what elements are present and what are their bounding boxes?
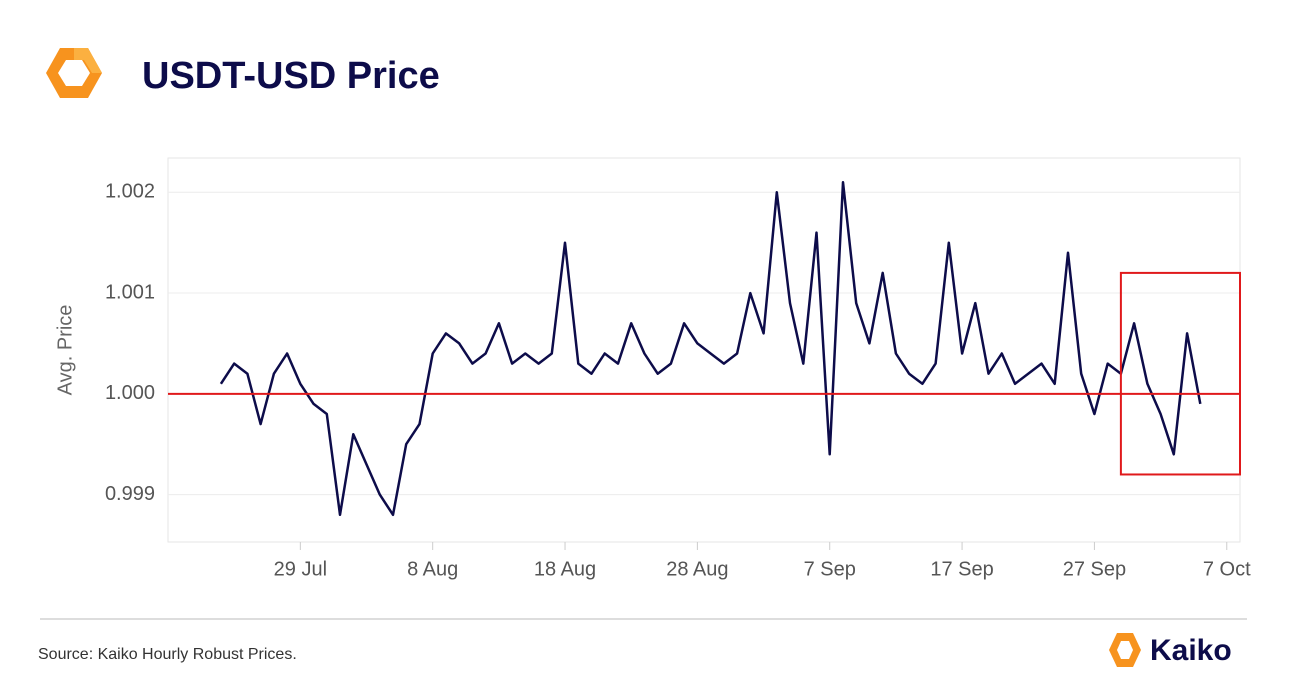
source: Source: Kaiko Hourly Robust Prices. bbox=[38, 646, 297, 663]
y-tick-label: 1.001 bbox=[105, 281, 155, 303]
x-tick-label: 7 Sep bbox=[804, 558, 856, 580]
price-line bbox=[219, 180, 1202, 517]
x-tick-label: 7 Oct bbox=[1203, 558, 1251, 580]
y-tick-label: 1.002 bbox=[105, 181, 155, 203]
chart-title: USDT-USD Price bbox=[142, 55, 440, 97]
x-tick-label: 29 Jul bbox=[274, 558, 327, 580]
y-axis-label: Avg. Price bbox=[54, 305, 76, 396]
x-tick-label: 8 Aug bbox=[407, 558, 458, 580]
x-tick-label: 17 Sep bbox=[930, 558, 993, 580]
brand-logo bbox=[1109, 633, 1141, 667]
y-tick-label: 0.999 bbox=[105, 483, 155, 505]
x-tick-label: 27 Sep bbox=[1063, 558, 1126, 580]
brand: Kaiko bbox=[1150, 634, 1232, 667]
x-tick-label: 28 Aug bbox=[666, 558, 728, 580]
logo bbox=[46, 48, 102, 98]
highlight-box bbox=[1119, 271, 1242, 476]
x-tick-label: 18 Aug bbox=[534, 558, 596, 580]
y-tick-label: 1.000 bbox=[105, 382, 155, 404]
